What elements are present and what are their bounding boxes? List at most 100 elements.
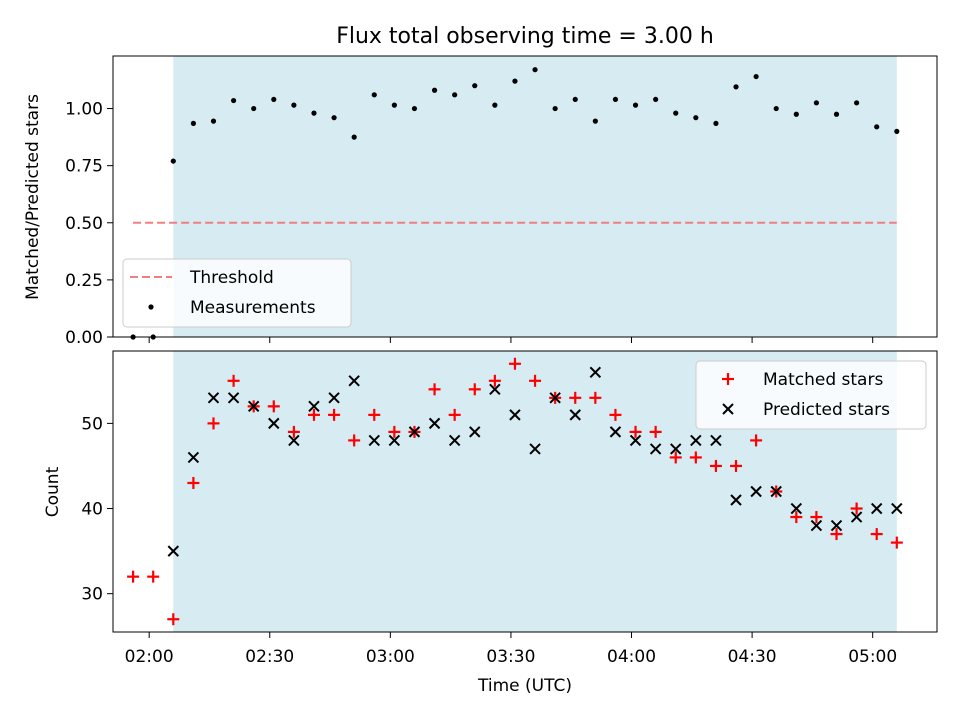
- matched-star-point: [569, 391, 582, 404]
- measurement-point: [472, 83, 478, 89]
- measurement-point: [833, 111, 840, 117]
- matched-star-point: [810, 511, 823, 524]
- measurement-point: [311, 110, 317, 116]
- y-tick-label: 0.25: [65, 271, 103, 291]
- matched-star-point: [348, 434, 361, 447]
- matched-star-point: [709, 459, 722, 472]
- predicted-star-point: [388, 434, 401, 447]
- y-tick-label: 0.00: [65, 328, 103, 348]
- measurement-point: [452, 92, 458, 98]
- predicted-star-point: [268, 417, 280, 430]
- x-tick-label: 04:30: [728, 647, 777, 667]
- measurement-point: [572, 96, 578, 103]
- measurement-point: [271, 96, 277, 103]
- measurement-point: [190, 120, 196, 126]
- predicted-star-point: [850, 511, 863, 523]
- x-tick-label: 02:30: [245, 647, 294, 667]
- matched-star-point: [649, 425, 662, 438]
- measurement-point: [230, 97, 237, 104]
- predicted-star-point: [167, 545, 179, 557]
- top-axes-frame: [112, 55, 938, 338]
- top-legend-box: [122, 258, 352, 328]
- predicted-star-point: [549, 392, 561, 404]
- legend-predicted-swatch: [722, 403, 734, 415]
- predicted-star-point: [629, 434, 642, 447]
- measurement-point: [391, 102, 397, 108]
- matched-star-point: [187, 476, 200, 489]
- predicted-star-point: [810, 519, 823, 532]
- legend-measurements-swatch: [148, 304, 154, 310]
- predicted-star-point: [368, 434, 380, 447]
- x-tick-label: 05:00: [848, 647, 897, 667]
- legend-matched-label: Matched stars: [763, 370, 883, 390]
- y-tick-label: 50: [81, 414, 103, 434]
- predicted-star-point: [871, 502, 883, 515]
- bottom-axes-frame: [112, 350, 938, 633]
- matched-star-point: [529, 374, 542, 387]
- measurement-point: [813, 100, 820, 106]
- matched-star-point: [790, 511, 803, 524]
- measurement-point: [894, 128, 900, 134]
- measurement-point: [351, 134, 357, 140]
- predicted-star-point: [348, 375, 360, 387]
- predicted-star-point: [247, 400, 260, 413]
- y-tick-label: 1.00: [65, 100, 103, 120]
- measurement-point: [512, 78, 518, 84]
- matched-star-point: [368, 408, 381, 421]
- x-tick-label: 04:00: [607, 647, 656, 667]
- chart-title: Flux total observing time = 3.00 h: [336, 24, 714, 49]
- measurement-point: [854, 100, 860, 106]
- matched-star-point: [468, 383, 481, 396]
- predicted-star-point: [308, 400, 320, 413]
- matched-star-point: [669, 451, 682, 464]
- predicted-star-point: [408, 426, 421, 438]
- top-legend: Threshold Measurements: [122, 258, 352, 328]
- predicted-star-point: [288, 434, 300, 447]
- predicted-star-point: [328, 392, 340, 404]
- bottom-legend-box: [695, 360, 927, 430]
- matched-star-point: [730, 459, 743, 472]
- predicted-star-point: [469, 426, 481, 438]
- legend-measurements-label: Measurements: [190, 298, 316, 318]
- y-tick-label: 0.50: [65, 214, 103, 234]
- predicted-star-point: [509, 409, 521, 421]
- matched-star-point: [589, 391, 602, 404]
- predicted-star-point: [770, 485, 782, 498]
- legend-threshold-label: Threshold: [189, 268, 274, 288]
- matched-star-point: [388, 425, 401, 438]
- x-axis-label: Time (UTC): [477, 676, 572, 696]
- x-tick-label: 02:00: [125, 647, 174, 667]
- measurement-point: [874, 124, 880, 130]
- predicted-star-point: [428, 417, 441, 430]
- predicted-star-point: [207, 392, 220, 404]
- measurement-point: [170, 158, 176, 164]
- matched-star-point: [267, 400, 280, 413]
- predicted-star-point: [649, 443, 662, 455]
- predicted-star-point: [690, 434, 702, 447]
- top-panel: 0.00 0.25 0.50 0.75 1.00 Matched/Predicted s…: [23, 55, 938, 348]
- measurement-point: [411, 105, 418, 112]
- measurement-point: [291, 102, 297, 108]
- predicted-star-point: [529, 443, 541, 455]
- measurement-point: [592, 118, 598, 124]
- measurement-point: [733, 84, 739, 90]
- predicted-star-point: [589, 366, 602, 378]
- predicted-star-point: [609, 426, 622, 438]
- matched-star-point: [328, 408, 341, 421]
- predicted-star-point: [730, 494, 742, 506]
- matched-star-point: [227, 374, 240, 387]
- measurement-point: [693, 115, 699, 121]
- bottom-panel: 30 40 50 02:00 02:30 03:00 03:30 04:00 04:30 05:…: [43, 350, 938, 696]
- measurement-point: [251, 105, 257, 112]
- predicted-star-point: [830, 519, 843, 532]
- matched-star-point: [508, 357, 521, 370]
- predicted-star-point: [448, 434, 461, 447]
- matched-star-point: [609, 408, 622, 421]
- x-tick-label: 03:00: [366, 647, 415, 667]
- y-tick-label: 0.75: [65, 157, 103, 177]
- matched-star-point: [127, 570, 140, 583]
- matched-star-point: [307, 408, 320, 421]
- matched-star-point: [850, 502, 863, 515]
- matched-star-point: [428, 383, 441, 396]
